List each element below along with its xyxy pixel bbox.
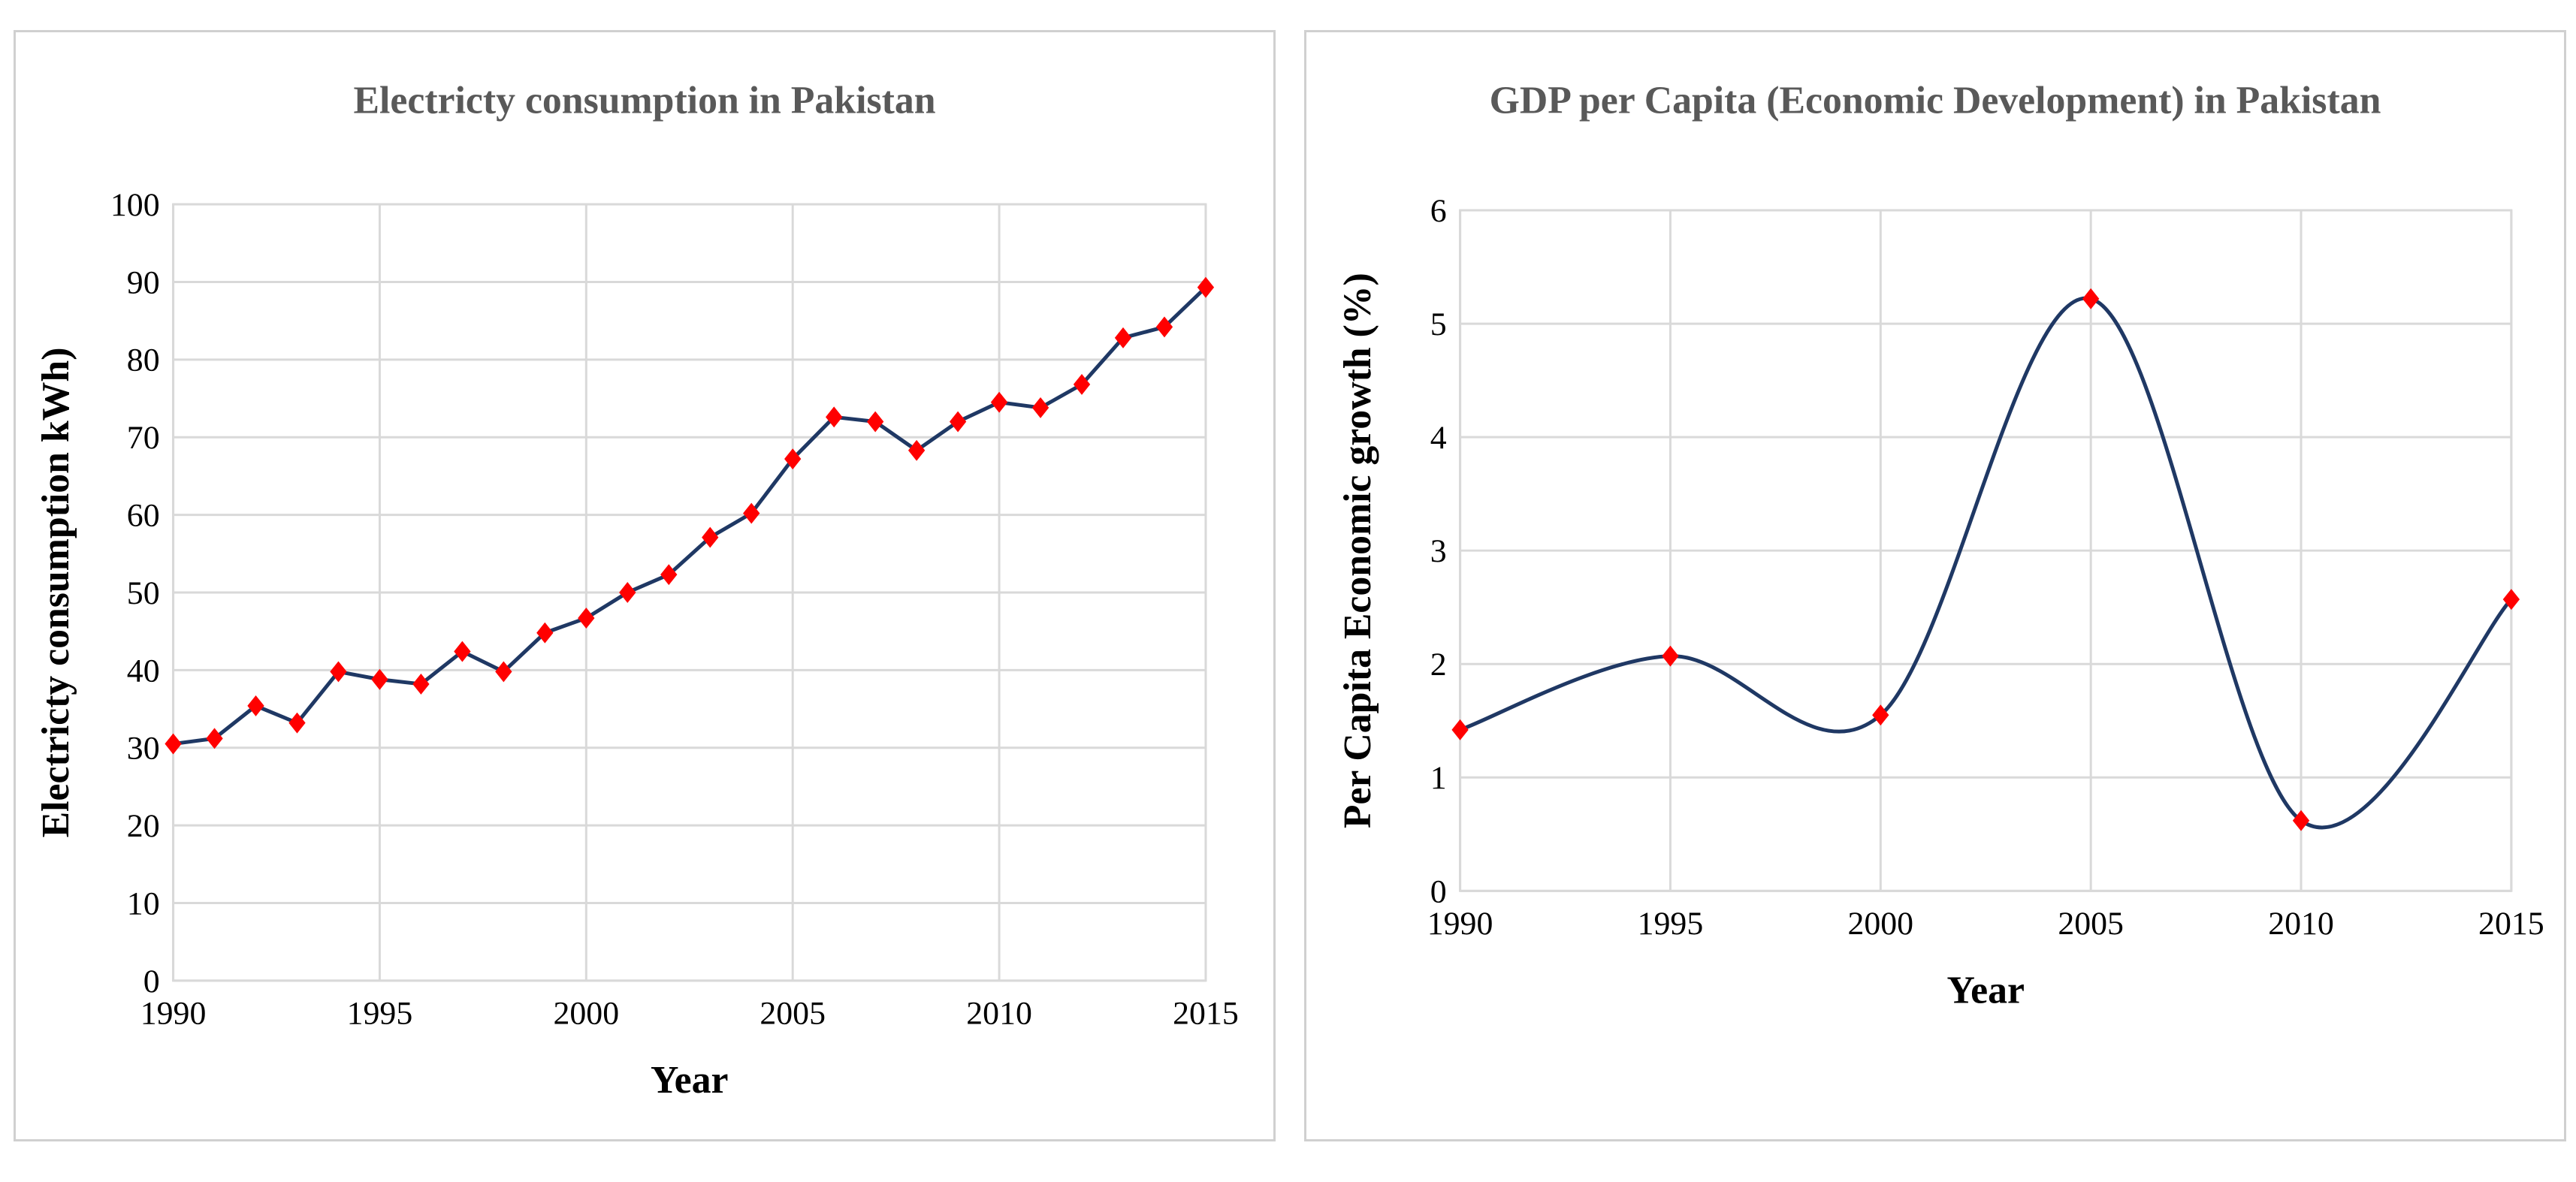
data-point-marker <box>247 695 264 716</box>
data-point-marker <box>1662 645 1679 667</box>
x-tick-label: 1995 <box>1638 906 1704 942</box>
chart-panel-gdp: GDP per Capita (Economic Development) in… <box>1304 30 2566 1141</box>
y-tick-label: 50 <box>127 575 160 611</box>
y-tick-label: 30 <box>127 731 160 767</box>
y-tick-label: 10 <box>127 885 160 921</box>
y-tick-label: 3 <box>1430 533 1447 569</box>
data-point-marker <box>578 608 595 629</box>
y-tick-label: 0 <box>1430 873 1447 909</box>
data-point-marker <box>866 411 884 433</box>
x-tick-label: 1995 <box>347 996 413 1032</box>
x-tick-label: 2005 <box>760 996 826 1032</box>
data-point-marker <box>1155 316 1173 338</box>
y-tick-label: 4 <box>1430 420 1447 456</box>
data-point-marker <box>495 661 512 683</box>
data-point-marker <box>826 406 843 428</box>
x-tick-label: 2000 <box>554 996 620 1032</box>
plot-area <box>172 203 1207 982</box>
y-tick-label: 90 <box>127 264 160 300</box>
x-tick-label: 2015 <box>2478 906 2544 942</box>
data-point-marker <box>2502 589 2520 611</box>
data-point-marker <box>288 712 306 734</box>
data-point-marker <box>619 582 636 603</box>
data-point-marker <box>743 502 760 524</box>
y-tick-label: 80 <box>127 342 160 378</box>
data-point-marker <box>990 391 1008 413</box>
y-tick-label: 20 <box>127 808 160 844</box>
y-axis-title: Electricty consumption kWh) <box>35 348 77 838</box>
chart-title: GDP per Capita (Economic Development) in… <box>1490 80 2381 122</box>
x-tick-label: 2015 <box>1173 996 1239 1032</box>
y-tick-label: 2 <box>1430 647 1447 683</box>
y-tick-label: 5 <box>1430 306 1447 342</box>
data-point-marker <box>2292 810 2310 831</box>
data-point-marker <box>784 448 802 470</box>
data-point-marker <box>907 439 926 461</box>
data-point-marker <box>454 641 471 662</box>
data-point-marker <box>2082 288 2100 309</box>
x-tick-label: 2010 <box>966 996 1032 1032</box>
data-point-marker <box>1031 397 1049 418</box>
data-point-marker <box>949 411 967 433</box>
data-point-marker <box>536 622 554 644</box>
chart-electricity-consumption: Electricty consumption in Pakistan 0 10 20 3… <box>35 80 1239 1102</box>
data-point-marker <box>165 733 182 755</box>
chart-gdp-per-capita: GDP per Capita (Economic Development) in… <box>1336 80 2544 1012</box>
y-axis-title: Per Capita Economic growth (%) <box>1336 273 1379 828</box>
data-point-marker <box>330 661 347 683</box>
data-point-marker <box>412 674 430 695</box>
data-point-marker <box>1872 704 1889 726</box>
y-tick-label: 0 <box>143 963 160 1000</box>
chart-panel-electricity: Electricty consumption in Pakistan 0 10 20 3… <box>14 30 1276 1141</box>
x-tick-label: 2010 <box>2268 906 2334 942</box>
x-tick-label: 1990 <box>140 996 207 1032</box>
data-point-marker <box>206 728 223 749</box>
x-axis-title: Year <box>1946 969 2024 1012</box>
x-axis-title: Year <box>651 1059 728 1102</box>
y-tick-label: 1 <box>1430 760 1447 796</box>
y-tick-label: 60 <box>127 498 160 534</box>
chart-title: Electricty consumption in Pakistan <box>353 80 935 122</box>
series-line <box>1459 296 2513 830</box>
data-point-marker <box>702 526 719 548</box>
data-point-marker <box>1451 719 1469 740</box>
y-tick-label: 40 <box>127 653 160 689</box>
y-tick-label: 70 <box>127 420 160 456</box>
y-tick-label: 100 <box>110 187 160 223</box>
x-tick-label: 2000 <box>1847 906 1913 942</box>
y-tick-label: 6 <box>1430 193 1447 229</box>
data-point-marker <box>660 564 678 586</box>
x-tick-label: 2005 <box>2058 906 2124 942</box>
x-tick-label: 1990 <box>1427 906 1493 942</box>
plot-area <box>1459 209 2513 892</box>
data-point-marker <box>371 668 388 690</box>
